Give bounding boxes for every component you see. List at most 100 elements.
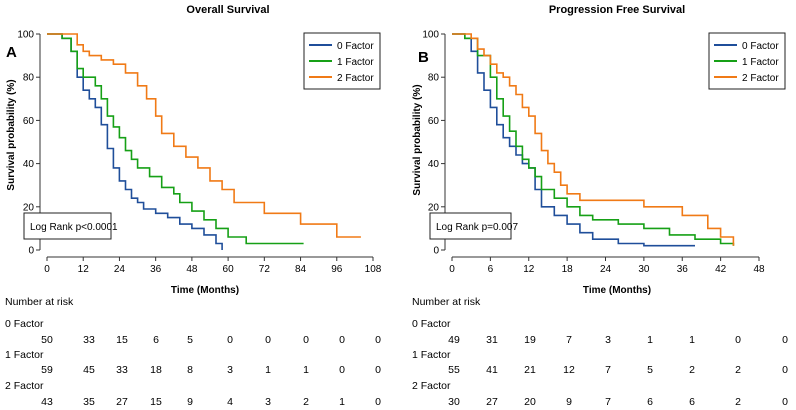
risk-value: 2 xyxy=(735,396,741,408)
panel-b-xlabel: Time (Months) xyxy=(583,285,651,296)
risk-table-a: Number at risk 0 Factor 1 Factor 2 Facto… xyxy=(5,296,381,408)
x-tick-label: 60 xyxy=(223,264,235,275)
y-tick-label: 80 xyxy=(428,73,440,84)
km-curve-a-1 xyxy=(47,33,304,245)
km-curve-b-1 xyxy=(452,33,735,246)
panel-a-series xyxy=(47,33,361,250)
risk-value: 30 xyxy=(448,396,460,408)
risk-value: 0 xyxy=(375,334,381,346)
risk-value: 20 xyxy=(524,396,536,408)
risk-value: 0 xyxy=(339,364,345,376)
risk-value: 55 xyxy=(448,364,460,376)
y-tick-label: 40 xyxy=(428,159,440,170)
legend-a-label-2: 2 Factor xyxy=(337,73,374,84)
x-tick-label: 0 xyxy=(44,264,50,275)
panel-a-tick-labels: 0 20 40 60 80 100 0 12 24 36 48 60 72 84 96 108 xyxy=(17,30,381,276)
y-tick-label: 0 xyxy=(433,246,439,257)
risk-value: 15 xyxy=(150,396,162,408)
risk-value: 35 xyxy=(83,396,95,408)
risk-value: 49 xyxy=(448,334,460,346)
risk-value: 0 xyxy=(782,334,788,346)
y-tick-label: 100 xyxy=(17,30,34,41)
legend-a-label-1: 1 Factor xyxy=(337,57,374,68)
risk-value: 0 xyxy=(303,334,309,346)
risk-value: 0 xyxy=(782,364,788,376)
x-tick-label: 24 xyxy=(600,264,612,275)
risk-value: 0 xyxy=(265,334,271,346)
x-tick-label: 0 xyxy=(449,264,455,275)
panel-a-letter: A xyxy=(6,44,17,61)
panel-b-legend: 0 Factor 1 Factor 2 Factor xyxy=(708,32,786,90)
y-tick-label: 60 xyxy=(23,116,35,127)
risk-value: 0 xyxy=(227,334,233,346)
x-tick-label: 108 xyxy=(365,264,382,275)
risk-heading-b: Number at risk xyxy=(412,296,481,308)
risk-value: 43 xyxy=(41,396,53,408)
x-tick-label: 84 xyxy=(295,264,307,275)
risk-value: 27 xyxy=(116,396,128,408)
risk-value: 1 xyxy=(339,396,345,408)
risk-value: 5 xyxy=(647,364,653,376)
legend-a-label-0: 0 Factor xyxy=(337,41,374,52)
x-tick-label: 12 xyxy=(78,264,90,275)
risk-table-b: Number at risk 0 Factor 1 Factor 2 Facto… xyxy=(412,296,788,408)
risk-group-b-0: 0 Factor xyxy=(412,318,451,330)
risk-heading-a: Number at risk xyxy=(5,296,74,308)
risk-group-a-0: 0 Factor xyxy=(5,318,44,330)
risk-value: 59 xyxy=(41,364,53,376)
risk-value: 3 xyxy=(265,396,271,408)
panel-b-logrank-text: Log Rank p=0.007 xyxy=(436,222,518,233)
legend-b-label-0: 0 Factor xyxy=(742,41,779,52)
risk-value: 6 xyxy=(689,396,695,408)
y-tick-label: 60 xyxy=(428,116,440,127)
risk-value: 18 xyxy=(150,364,162,376)
y-tick-label: 40 xyxy=(23,159,35,170)
risk-value: 31 xyxy=(486,334,498,346)
x-tick-label: 6 xyxy=(488,264,494,275)
x-tick-label: 30 xyxy=(638,264,650,275)
panel-b-letter: B xyxy=(418,49,429,66)
risk-value: 45 xyxy=(83,364,95,376)
risk-values-b: 49 31 19 7 3 1 1 0 055 41 21 12 7 5 2 2 030 27 20 9 7 6 6 2 0 xyxy=(448,334,788,408)
risk-value: 8 xyxy=(187,364,193,376)
risk-value: 7 xyxy=(566,334,572,346)
x-tick-label: 96 xyxy=(331,264,343,275)
km-curve-a-2 xyxy=(47,33,361,238)
risk-value: 6 xyxy=(153,334,159,346)
risk-group-b-2: 2 Factor xyxy=(412,380,451,392)
panel-b-title: Progression Free Survival xyxy=(549,4,685,16)
risk-value: 3 xyxy=(227,364,233,376)
x-tick-label: 36 xyxy=(150,264,162,275)
panel-b-tick-labels: 0 20 40 60 80 100 0 6 12 18 24 30 36 42 48 xyxy=(422,30,765,276)
risk-value: 0 xyxy=(782,396,788,408)
risk-value: 6 xyxy=(647,396,653,408)
risk-value: 19 xyxy=(524,334,536,346)
panel-a-title: Overall Survival xyxy=(186,4,269,16)
risk-group-a-2: 2 Factor xyxy=(5,380,44,392)
x-tick-label: 18 xyxy=(562,264,574,275)
risk-value: 7 xyxy=(605,364,611,376)
panel-a-logrank-box xyxy=(23,212,112,240)
risk-value: 27 xyxy=(486,396,498,408)
panel-a-legend: 0 Factor 1 Factor 2 Factor xyxy=(303,32,381,90)
y-tick-label: 80 xyxy=(23,73,35,84)
panel-b: Progression Free Survival B Survival pro… xyxy=(412,4,786,296)
risk-value: 3 xyxy=(605,334,611,346)
risk-value: 2 xyxy=(689,364,695,376)
x-tick-label: 48 xyxy=(186,264,198,275)
risk-value: 9 xyxy=(566,396,572,408)
risk-value: 0 xyxy=(735,334,741,346)
risk-value: 21 xyxy=(524,364,536,376)
risk-value: 4 xyxy=(227,396,233,408)
risk-value: 1 xyxy=(689,334,695,346)
risk-value: 41 xyxy=(486,364,498,376)
panel-a-xlabel: Time (Months) xyxy=(171,285,239,296)
risk-value: 9 xyxy=(187,396,193,408)
panel-b-series xyxy=(452,33,735,247)
risk-value: 1 xyxy=(303,364,309,376)
x-tick-label: 12 xyxy=(523,264,535,275)
risk-value: 0 xyxy=(375,396,381,408)
km-curve-b-0 xyxy=(452,33,695,247)
risk-value: 33 xyxy=(116,364,128,376)
